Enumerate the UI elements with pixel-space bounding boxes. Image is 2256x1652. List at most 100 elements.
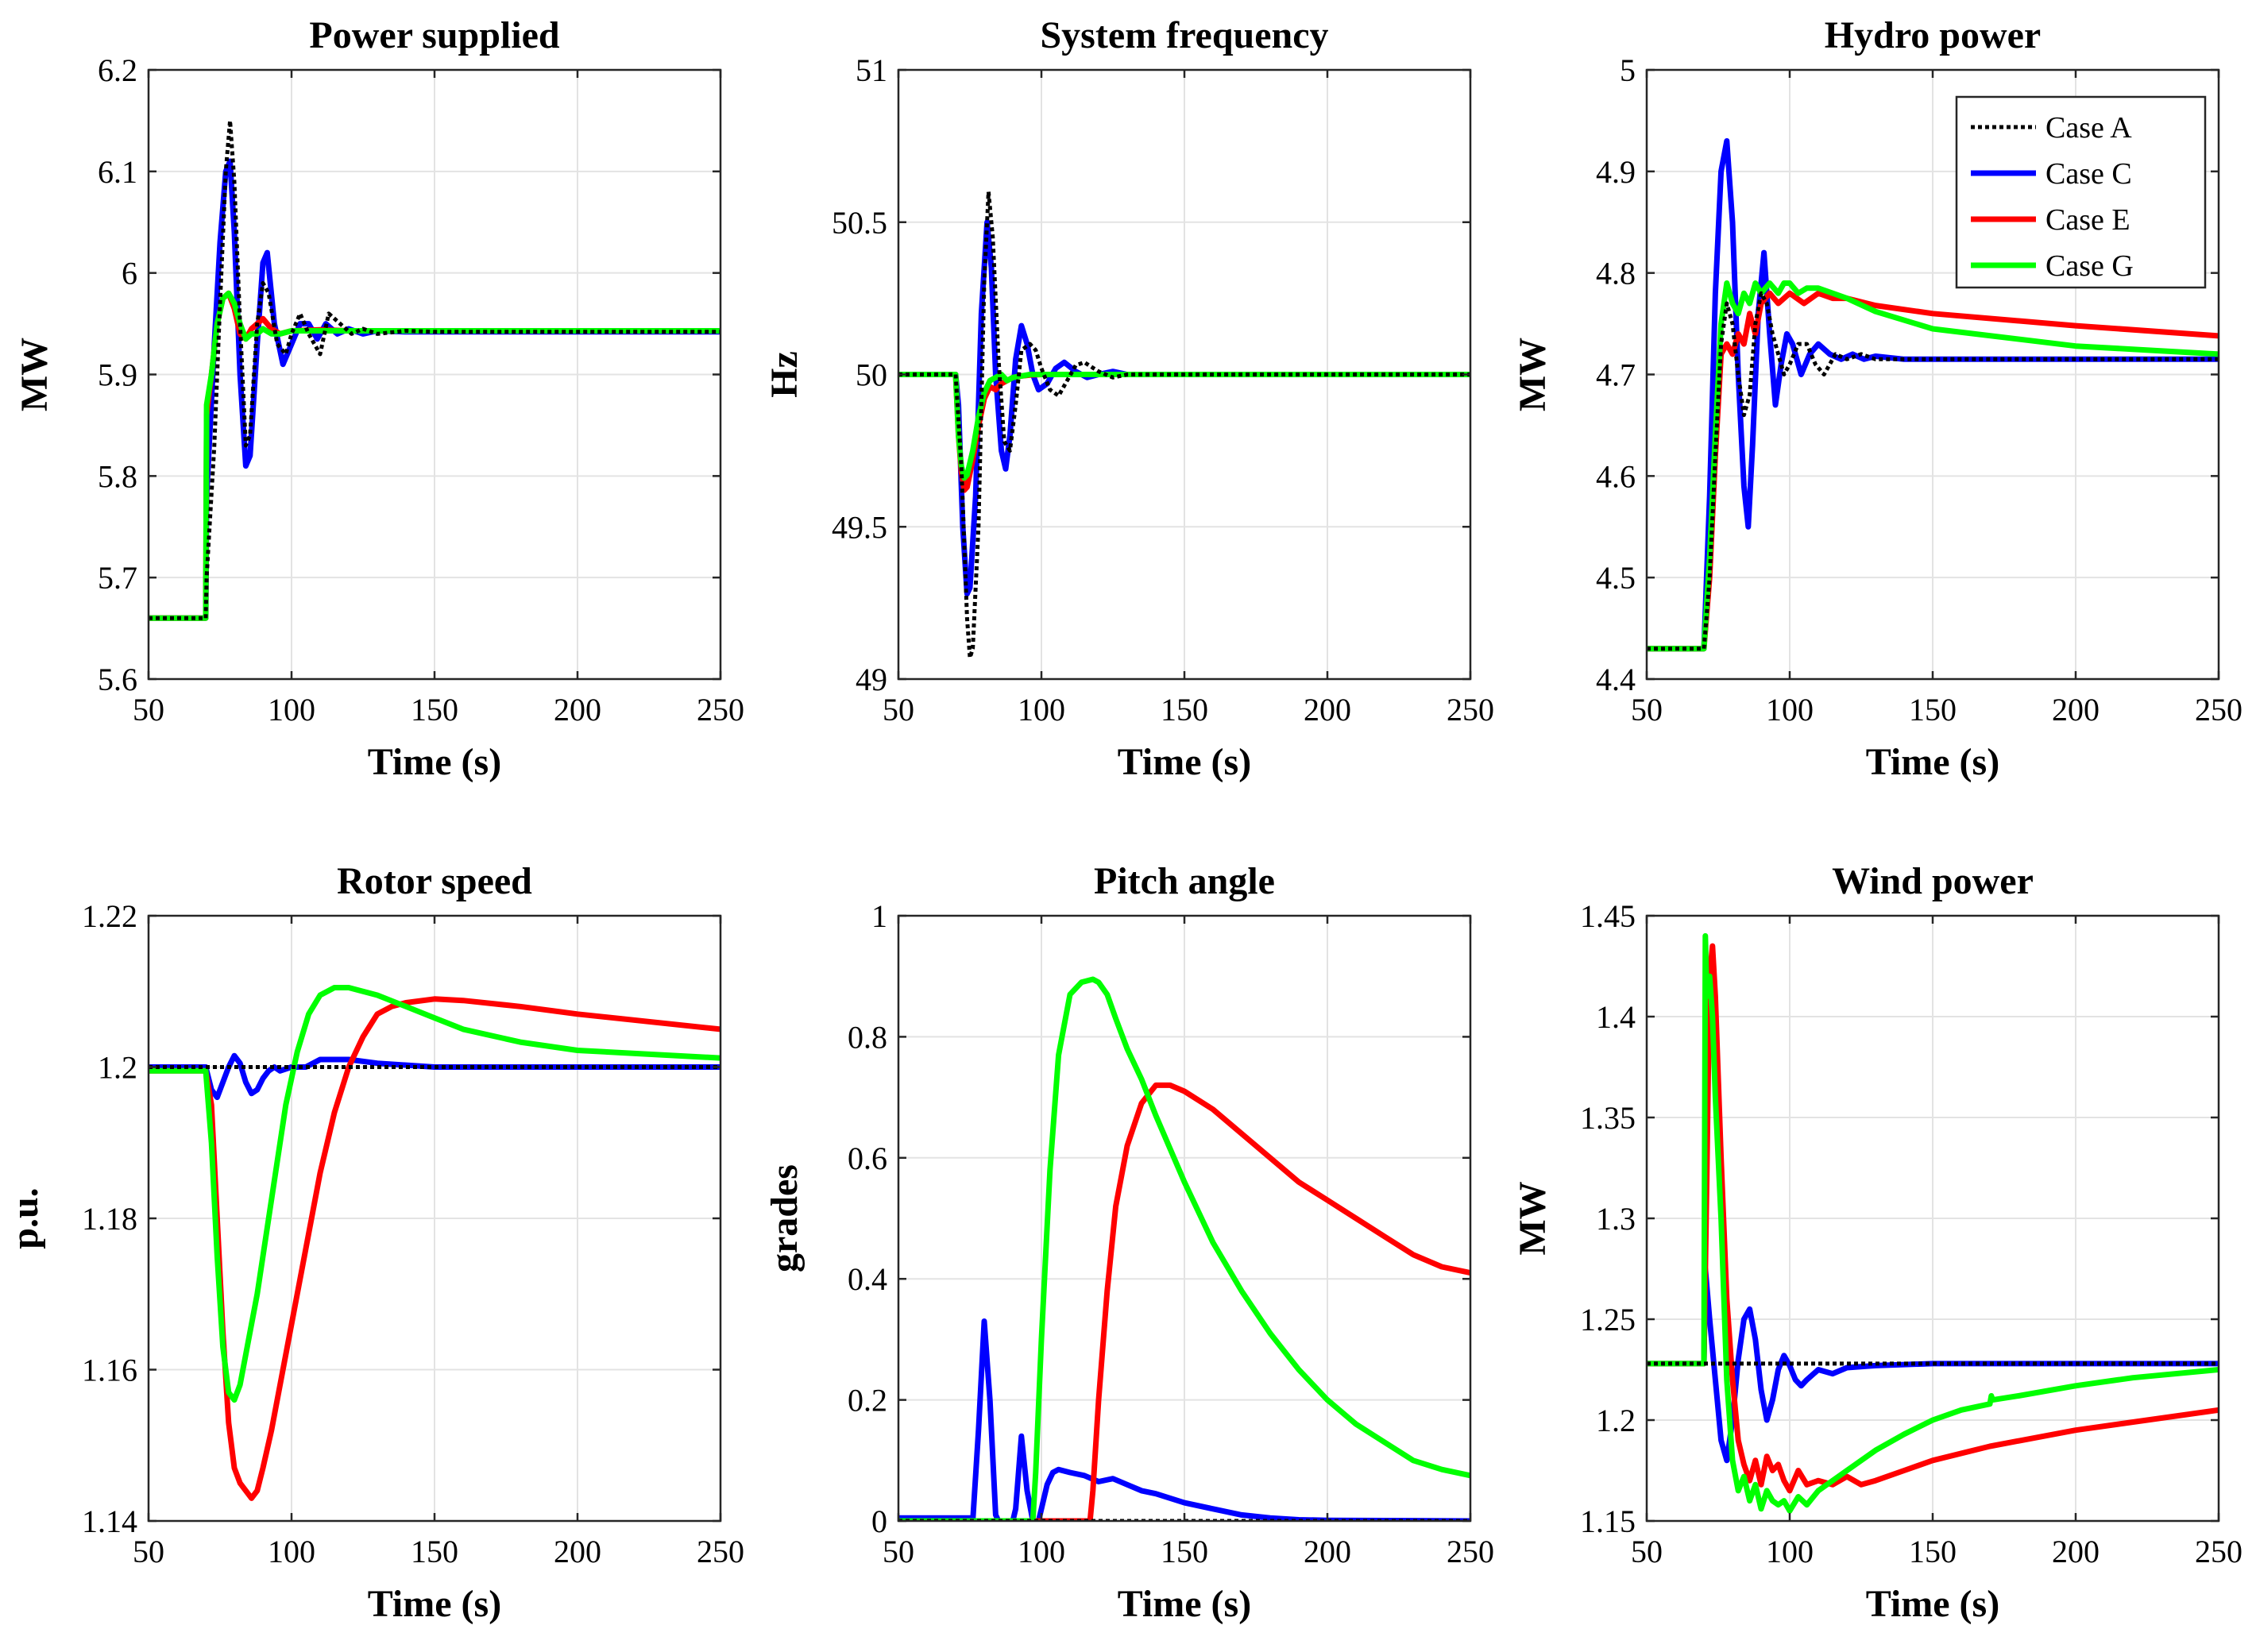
wind-power-ytick-label: 1.35 — [1580, 1100, 1636, 1136]
rotor-speed-series-case-c — [149, 1052, 720, 1101]
wind-power-ytick-label: 1.15 — [1580, 1503, 1636, 1539]
power-supplied-xtick-label: 100 — [268, 692, 315, 728]
wind-power-ylabel: MW — [1512, 1181, 1554, 1255]
pitch-angle-xtick-label: 100 — [1018, 1534, 1065, 1569]
hydro-power-ytick-label: 4.4 — [1596, 662, 1636, 697]
wind-power-series-case-e — [1647, 943, 2219, 1494]
pitch-angle-series-case-c — [898, 1318, 1470, 1521]
rotor-speed-xtick-label: 250 — [697, 1534, 744, 1569]
power-supplied-ytick-label: 5.8 — [98, 458, 137, 494]
system-frequency-xtick-label: 150 — [1161, 692, 1208, 728]
system-frequency-title: System frequency — [1040, 14, 1328, 56]
system-frequency-xtick-label: 200 — [1304, 692, 1351, 728]
pitch-angle-ytick-label: 0.2 — [848, 1383, 887, 1418]
wind-power-ytick-label: 1.45 — [1580, 898, 1636, 934]
system-frequency-xlabel: Time (s) — [1118, 741, 1251, 783]
system-frequency-ylabel: Hz — [763, 351, 805, 398]
power-supplied-ytick-label: 6.2 — [98, 52, 137, 88]
pitch-angle-xlabel: Time (s) — [1118, 1583, 1251, 1625]
rotor-speed-xtick-label: 50 — [133, 1534, 164, 1569]
wind-power-ytick-label: 1.3 — [1596, 1201, 1636, 1237]
pitch-angle-ytick-label: 0.4 — [848, 1261, 887, 1297]
panel-system-frequency: 50 100 150 200 250 49 49.5 50 50.5 51 System frequ… — [763, 14, 1494, 783]
hydro-power-ytick-label: 4.9 — [1596, 154, 1636, 190]
hydro-power-xtick-label: 100 — [1766, 692, 1814, 728]
wind-power-xtick-label: 50 — [1631, 1534, 1663, 1569]
hydro-power-ytick-label: 4.5 — [1596, 560, 1636, 596]
pitch-angle-ytick-label: 0.6 — [848, 1141, 887, 1176]
panel-rotor-speed: 50 100 150 200 250 1.14 1.16 1.18 1.2 1.22 Rotor s… — [4, 860, 744, 1625]
hydro-power-xtick-label: 50 — [1631, 692, 1663, 728]
system-frequency-ytick-label: 51 — [856, 52, 887, 88]
legend: Case A Case C Case E Case G — [1955, 95, 2207, 289]
pitch-angle-ytick-label: 0.8 — [848, 1019, 887, 1055]
system-frequency-ytick-label: 49.5 — [832, 509, 887, 545]
system-frequency-ytick-label: 49 — [856, 662, 887, 697]
wind-power-ytick-label: 1.25 — [1580, 1302, 1636, 1337]
pitch-angle-series-case-e — [898, 1082, 1470, 1521]
system-frequency-ytick-label: 50.5 — [832, 205, 887, 241]
legend-box — [1955, 95, 2207, 289]
wind-power-ytick-label: 1.2 — [1596, 1403, 1636, 1438]
rotor-speed-xtick-label: 150 — [411, 1534, 458, 1569]
power-supplied-xtick-label: 50 — [133, 692, 164, 728]
hydro-power-ytick-label: 4.7 — [1596, 357, 1636, 393]
rotor-speed-ytick-label: 1.22 — [82, 898, 137, 934]
wind-power-ytick-label: 1.4 — [1596, 999, 1636, 1035]
system-frequency-xtick-label: 250 — [1447, 692, 1494, 728]
wind-power-title: Wind power — [1832, 860, 2034, 902]
rotor-speed-ytick-label: 1.18 — [82, 1201, 137, 1237]
system-frequency-ytick-label: 50 — [856, 357, 887, 393]
wind-power-series-case-c — [1647, 1266, 2219, 1464]
power-supplied-ylabel: MW — [14, 338, 56, 411]
hydro-power-ytick-label: 4.8 — [1596, 256, 1636, 291]
rotor-speed-series-case-g — [149, 985, 720, 1403]
power-supplied-xtick-label: 200 — [554, 692, 601, 728]
wind-power-xtick-label: 250 — [2195, 1534, 2242, 1569]
power-supplied-title: Power supplied — [309, 14, 559, 56]
hydro-power-ylabel: MW — [1512, 338, 1554, 411]
power-supplied-ytick-label: 5.7 — [98, 560, 137, 596]
hydro-power-ytick-label: 5 — [1620, 52, 1636, 88]
hydro-power-series-case-c — [1647, 138, 2219, 652]
wind-power-series-case-g — [1647, 932, 2219, 1514]
pitch-angle-xtick-label: 200 — [1304, 1534, 1351, 1569]
legend-label-case-c: Case C — [2045, 157, 2132, 191]
hydro-power-ytick-label: 4.6 — [1596, 458, 1636, 494]
rotor-speed-ytick-label: 1.16 — [82, 1353, 137, 1388]
pitch-angle-xtick-label: 150 — [1161, 1534, 1208, 1569]
hydro-power-title: Hydro power — [1825, 14, 2041, 56]
system-frequency-xtick-label: 100 — [1018, 692, 1065, 728]
hydro-power-series-case-a — [1647, 291, 2219, 651]
pitch-angle-ylabel: grades — [763, 1164, 805, 1272]
power-supplied-ytick-label: 5.9 — [98, 357, 137, 393]
wind-power-xtick-label: 100 — [1766, 1534, 1814, 1569]
panel-power-supplied: 50 100 150 200 250 5.6 5.7 5.8 5.9 6 6.1 6.2 Power s… — [14, 14, 744, 783]
system-frequency-series-case-a — [898, 189, 1470, 660]
power-supplied-ytick-label: 6 — [122, 256, 137, 291]
power-supplied-xtick-label: 150 — [411, 692, 458, 728]
rotor-speed-xtick-label: 100 — [268, 1534, 315, 1569]
hydro-power-xtick-label: 250 — [2195, 692, 2242, 728]
hydro-power-xtick-label: 200 — [2052, 692, 2100, 728]
panel-wind-power: 50 100 150 200 250 1.15 1.2 1.25 1.3 1.35 1.4 1.45 W… — [1512, 860, 2242, 1625]
rotor-speed-xlabel: Time (s) — [368, 1583, 501, 1625]
rotor-speed-ylabel: p.u. — [4, 1187, 46, 1249]
rotor-speed-xtick-label: 200 — [554, 1534, 601, 1569]
rotor-speed-ytick-label: 1.14 — [82, 1503, 137, 1539]
hydro-power-xlabel: Time (s) — [1866, 741, 1999, 783]
rotor-speed-ytick-label: 1.2 — [98, 1050, 137, 1086]
wind-power-xtick-label: 200 — [2052, 1534, 2100, 1569]
power-supplied-ytick-label: 6.1 — [98, 154, 137, 190]
power-supplied-xlabel: Time (s) — [368, 741, 501, 783]
legend-label-case-g: Case G — [2045, 249, 2134, 283]
power-supplied-series-case-a — [149, 118, 720, 620]
power-supplied-xtick-label: 250 — [697, 692, 744, 728]
legend-label-case-a: Case A — [2045, 111, 2132, 145]
pitch-angle-ytick-label: 1 — [871, 898, 887, 934]
rotor-speed-title: Rotor speed — [337, 860, 532, 902]
panel-pitch-angle: 50 100 150 200 250 0 0.2 0.4 0.6 0.8 1 Pitch angle T… — [763, 860, 1494, 1625]
hydro-power-xtick-label: 150 — [1909, 692, 1957, 728]
system-frequency-xtick-label: 50 — [883, 692, 914, 728]
